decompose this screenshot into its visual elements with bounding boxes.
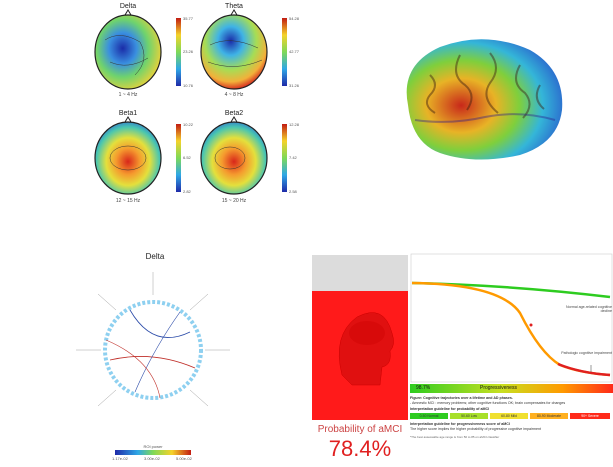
progressiveness-left-value: 98.7% [416,385,431,391]
probability-card [312,255,408,420]
topo-title-delta: Delta [119,3,137,10]
guide-box-moderate: 80-90 Moderate [530,413,568,419]
topomap-beta2 [200,116,287,195]
cb-max-delta: 35.77 [183,16,194,21]
progressiveness-label: Progressiveness [480,385,517,391]
connectivity-circle [76,272,230,455]
guide-title-probability: Interpretation guideline for probability… [410,407,490,411]
colorbar-tick-low: 1.17e-02 [112,456,128,461]
topo-freq-beta2: 15 ~ 20 Hz [221,198,247,204]
guide-box-mild: 60-80 Mild [490,413,528,419]
cb-min-theta: 31.26 [289,83,300,88]
guide-box-low: 50-60 Low [450,413,488,419]
probability-label: Probability of aMCI [317,424,403,435]
cb-min-delta: 10.76 [183,83,194,88]
topo-title-beta2: Beta2 [224,110,244,117]
topo-freq-delta: 1 ~ 4 Hz [118,92,138,98]
progressiveness-bar [410,384,613,393]
connectivity-title: Delta [145,252,165,261]
guide-box-normal: 0-50 Normal [410,413,448,419]
trajectory-curves [410,253,613,383]
probability-bar-empty [312,255,408,291]
cb-min-beta1: 2.82 [183,189,191,194]
figure-note: - Amnestic MCI : memory problems; other … [410,401,566,405]
topomap-beta1 [94,116,181,195]
cb-max-beta1: 10.22 [183,122,194,127]
connectivity-panel: Delta ROI power 1.17e-02 3.00e-02 5.00e-… [40,250,270,462]
pathologic-trajectory-label: Pathologic cognitive impairment [561,351,612,355]
probability-value: 78.4% [328,436,392,461]
footnote: *The best assessable age range is from 5… [410,435,500,439]
topo-title-beta1: Beta1 [118,110,138,117]
cb-max-beta2: 12.28 [289,122,300,127]
topo-freq-beta1: 12 ~ 15 Hz [115,198,141,204]
brain-3d-image [406,39,563,160]
topo-freq-theta: 4 ~ 8 Hz [224,92,244,98]
connectivity-colorbar-label: ROI power [143,444,163,449]
cb-mid-beta1: 6.52 [183,155,191,160]
cb-mid-delta: 23.26 [183,49,194,54]
trajectory-panel: Normal age-related cognitive decline Pat… [410,253,613,463]
guide-text-progressiveness: The higher score implies the higher prob… [410,427,542,431]
topomap-graphics [94,9,287,195]
figure-caption: Figure: Cognitive trajectories over a li… [410,396,513,400]
guide-title-progressiveness: Interpretation guideline for progressive… [410,422,510,426]
cb-min-beta2: 2.58 [289,189,297,194]
head-silhouette-icon [338,312,394,386]
topo-title-theta: Theta [225,3,243,10]
brain-3d-panel [390,25,570,170]
topomap-panel: Delta Theta Beta1 Beta2 1 ~ 4 Hz 4 ~ 8 H… [80,0,310,210]
colorbar-tick-high: 5.00e-02 [176,456,192,461]
topomap-theta [200,9,287,90]
cb-max-theta: 54.28 [289,16,300,21]
topomap-delta [94,9,181,90]
colorbar-tick-mid: 3.00e-02 [144,456,160,461]
cb-mid-theta: 42.77 [289,49,300,54]
normal-trajectory-label: Normal age-related cognitive decline [566,305,612,313]
cb-mid-beta2: 7.42 [289,155,297,160]
guide-box-severe: 90+ Severe [570,413,610,419]
